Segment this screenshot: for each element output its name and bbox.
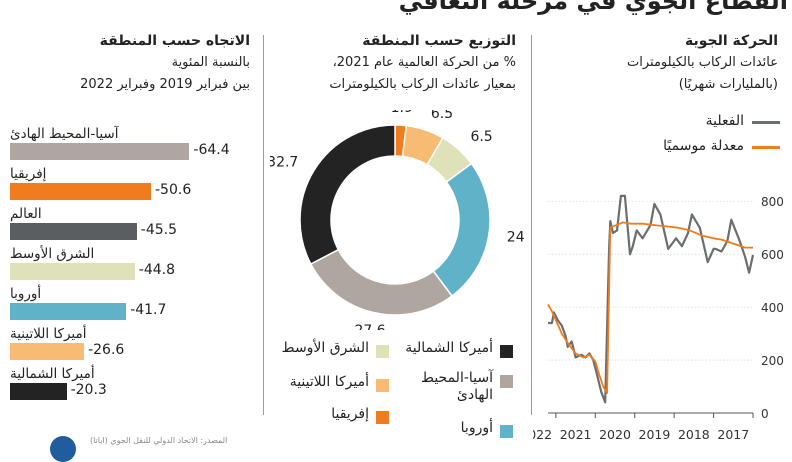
bar-value-label: -20.3 (70, 382, 107, 398)
series-line-actual (548, 194, 755, 404)
x-tick-label: 2020 (599, 427, 631, 442)
bar-category-label: آسيا-المحيط الهادئ (10, 126, 119, 142)
traffic-subtitle-1: عائدات الركاب بالكيلومترات (627, 55, 778, 70)
y-tick-label: 800 (761, 195, 784, 209)
bar-category-label: العالم (10, 206, 42, 222)
donut-value-label: 1.9 (391, 110, 413, 116)
legend-seasonal-swatch (752, 146, 780, 149)
y-tick-label: 0 (761, 407, 769, 421)
donut-legend-item: آسيا-المحيط الهادئ (393, 370, 513, 408)
x-tick-label: 2017 (717, 427, 749, 442)
trend-bar (10, 263, 135, 280)
trend-bar (10, 383, 67, 400)
donut-legend-item: أوروبا (393, 420, 513, 458)
divider-right (531, 35, 532, 415)
traffic-line-chart: 0 200 400 600 800 2017 2018 2019 2020 2021 2022 (533, 194, 784, 442)
trend-bar-chart: آسيا-المحيط الهادئ -64.4 إفريقيا -50.6 العال… (0, 120, 262, 420)
legend-seasonal: معدلة موسميًا (630, 138, 780, 158)
legend-actual-swatch (752, 121, 780, 124)
footer-source: المصدر: الاتحاد الدولي للنقل الجوي (ايات… (90, 436, 228, 445)
donut-value-label: 24.9 (507, 229, 525, 245)
trend-subtitle-2: بين فبراير 2019 وفبراير 2022 (80, 77, 250, 92)
donut-slice (299, 124, 396, 266)
donut-legend-item: أميركا الشمالية (393, 340, 513, 378)
donut-legend: أميركا الشمالية الشرق الأوسط آسيا-المحيط ا… (270, 336, 525, 446)
trend-bar (10, 223, 137, 240)
bar-category-label: أميركا اللاتينية (10, 326, 87, 342)
afp-logo (8, 436, 76, 462)
bar-category-label: إفريقيا (10, 166, 47, 182)
donut-value-label: 6.5 (470, 129, 492, 145)
donut-legend-item: إفريقيا (269, 406, 389, 444)
bar-value-label: -41.7 (130, 302, 167, 318)
donut-legend-label: أميركا الشمالية (405, 340, 493, 356)
donut-legend-label: إفريقيا (331, 406, 369, 422)
bar-category-label: أوروبا (10, 286, 42, 302)
trend-bar (10, 343, 85, 360)
donut-legend-swatch (376, 411, 389, 424)
donut-slice (432, 162, 491, 298)
y-tick-label: 600 (761, 248, 784, 262)
distribution-donut-chart: 1.9 6.5 6.5 24.9 27.6 32.7 (270, 110, 525, 330)
donut-value-label: 27.6 (354, 323, 385, 330)
traffic-heading: الحركة الجوية (684, 33, 778, 49)
legend-seasonal-label: معدلة موسميًا (663, 138, 744, 154)
donut-value-label: 32.7 (270, 154, 298, 170)
bar-value-label: -44.8 (138, 262, 176, 278)
legend-actual: الفعلية (630, 113, 780, 133)
trend-bar (10, 303, 127, 320)
donut-legend-label: الشرق الأوسط (281, 340, 369, 356)
legend-actual-label: الفعلية (705, 113, 744, 129)
y-tick-label: 400 (761, 301, 784, 315)
distribution-subtitle-1: % من الحركة العالمية عام 2021، (332, 55, 516, 70)
bar-value-label: -45.5 (140, 222, 178, 238)
trend-heading: الاتجاه حسب المنطقة (99, 33, 250, 49)
donut-legend-swatch (376, 345, 389, 358)
donut-legend-label: أميركا اللاتينية (289, 374, 369, 390)
donut-legend-item: أميركا اللاتينية (269, 374, 389, 412)
bar-value-label: -50.6 (155, 182, 192, 198)
donut-legend-label: أوروبا (460, 420, 493, 436)
donut-legend-label: آسيا-المحيط الهادئ (421, 370, 493, 403)
donut-legend-swatch (376, 379, 389, 392)
trend-bar (10, 183, 151, 200)
bar-value-label: -26.6 (88, 342, 125, 358)
y-tick-label: 200 (761, 354, 784, 368)
bar-value-label: -64.4 (193, 142, 230, 158)
donut-value-label: 6.5 (431, 110, 453, 122)
afp-logo-circle (50, 436, 76, 462)
x-tick-label: 2021 (560, 427, 592, 442)
traffic-subtitle-2: (بالمليارات شهريًا) (678, 77, 778, 92)
bar-category-label: أميركا الشمالية (10, 366, 95, 382)
page-title: القطاع الجوي في مرحلة التعافي (398, 0, 788, 15)
series-line-seasonal (547, 221, 753, 394)
trend-bar (10, 143, 190, 160)
x-tick-label: 2022 (533, 427, 552, 442)
x-tick-label: 2019 (639, 427, 671, 442)
divider-left (263, 35, 264, 415)
donut-legend-item: الشرق الأوسط (269, 340, 389, 378)
x-tick-label: 2018 (678, 427, 710, 442)
distribution-heading: التوزيع حسب المنطقة (362, 33, 516, 49)
donut-legend-swatch (500, 345, 513, 358)
donut-legend-swatch (500, 375, 513, 388)
trend-subtitle-1: بالنسبة المئوية (171, 55, 250, 70)
donut-slice (309, 248, 454, 316)
donut-legend-swatch (500, 425, 513, 438)
distribution-subtitle-2: بمعيار عائدات الركاب بالكيلومترات (329, 77, 516, 92)
bar-category-label: الشرق الأوسط (10, 246, 95, 262)
